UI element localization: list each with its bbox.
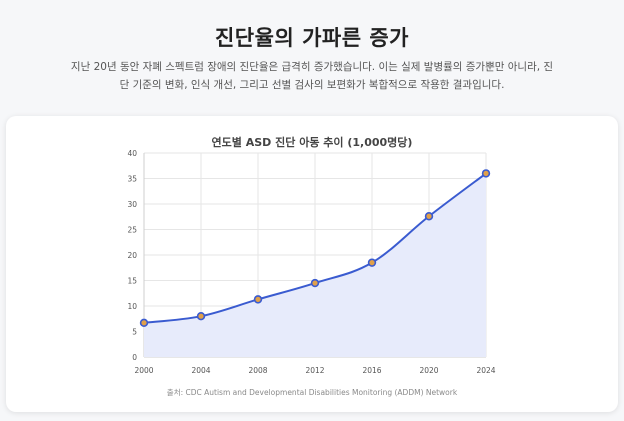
y-tick-label: 40 [127,149,137,158]
page-title: 진단율의 가파른 증가 [214,26,409,50]
x-tick-label: 2000 [134,366,153,375]
data-point [253,295,263,304]
source-note: 출처: CDC Autism and Developmental Disabil… [166,388,458,397]
x-tick-label: 2012 [305,366,324,375]
asd-trend-chart: 0 5 10 15 20 25 30 35 40 2000 2004 2008 2012 2016 202… [127,149,495,375]
y-tick-label: 25 [127,226,137,235]
x-tick-label: 2008 [248,366,267,375]
data-point [424,212,434,221]
y-tick-label: 0 [132,353,137,362]
data-point [139,318,149,328]
series-area [144,173,486,357]
intro-text: 지난 20년 동안 자폐 스펙트럼 장애의 진단율은 급격히 증가했습니다. 이… [70,61,554,91]
chart-card: 연도별 ASD 진단 아동 추이 (1,000명당) 0 5 10 15 20 25 30 3… [6,116,618,412]
data-point [367,258,377,267]
x-axis-ticks: 2000 2004 2008 2012 2016 2020 2024 [134,366,495,375]
y-tick-label: 20 [127,251,137,260]
y-tick-label: 30 [127,200,137,209]
y-tick-label: 5 [132,328,137,337]
chart-title: 연도별 ASD 진단 아동 추이 (1,000명당) [211,136,413,149]
y-tick-label: 35 [127,175,137,184]
x-tick-label: 2020 [419,366,438,375]
data-point [481,169,491,178]
y-tick-label: 15 [127,277,137,286]
area-fill-layer [144,173,486,357]
data-point [310,278,320,288]
y-axis-ticks: 0 5 10 15 20 25 30 35 40 [127,149,137,362]
points-layer [139,169,491,328]
x-tick-label: 2016 [362,366,381,375]
x-tick-label: 2024 [476,366,495,375]
data-point [196,312,206,321]
y-tick-label: 10 [127,302,137,311]
x-tick-label: 2004 [191,366,210,375]
